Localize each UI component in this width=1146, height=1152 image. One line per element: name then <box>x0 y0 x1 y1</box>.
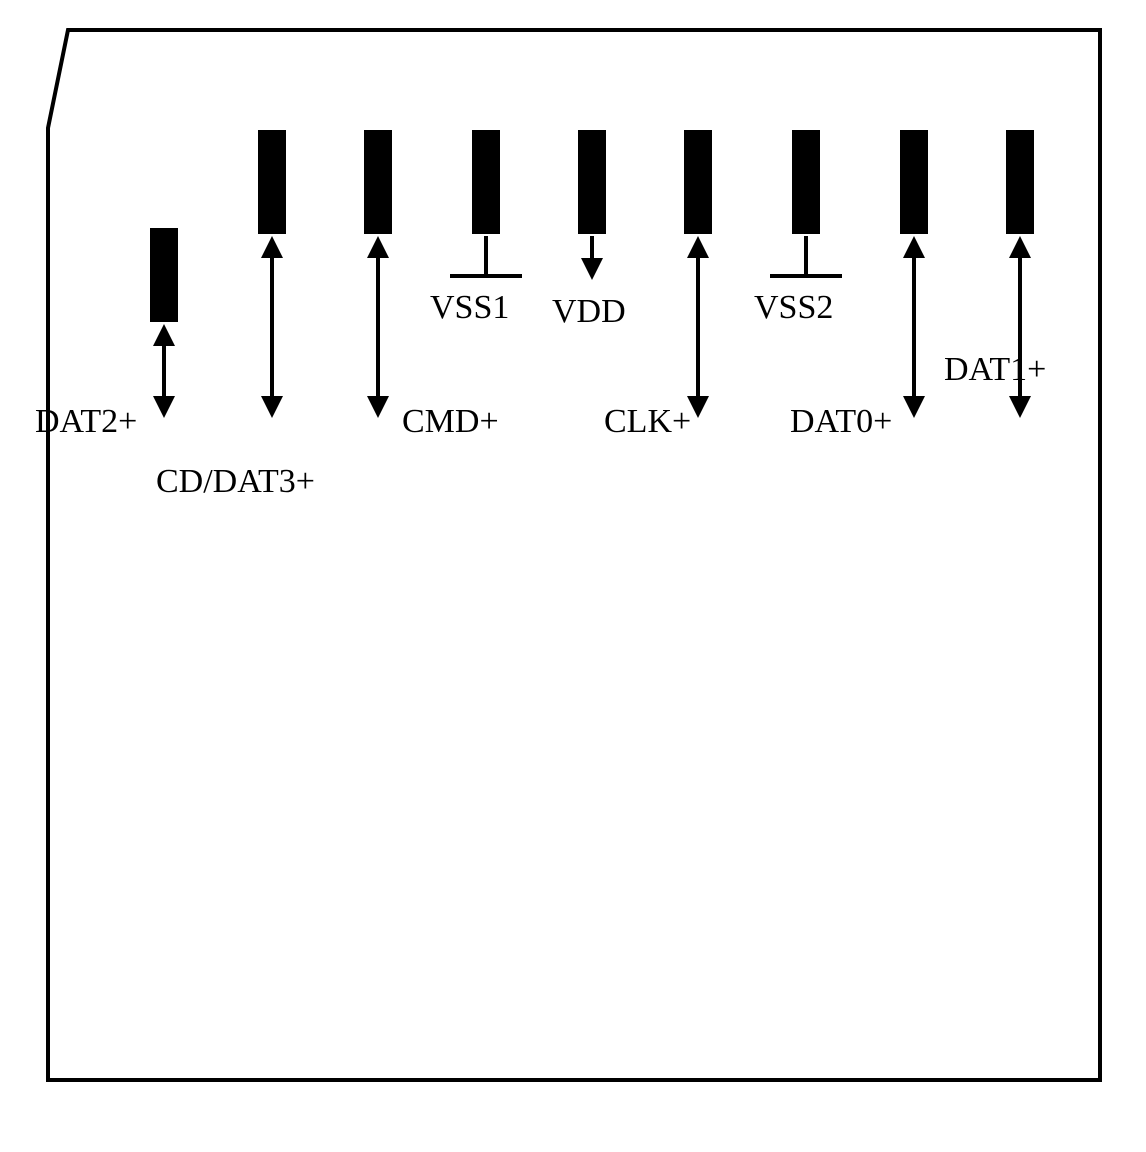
arrow-head-down-vdd <box>581 258 603 280</box>
pin-contact-dat2 <box>150 228 178 322</box>
pin-label-vss1: VSS1 <box>430 289 509 326</box>
arrow-head-up-clk <box>687 236 709 258</box>
pin-contact-clk <box>684 130 712 234</box>
diagram-svg: DAT2+ CD/DAT3+ CMD+ VSS1 VDD CLK+ VSS2 DAT0+ DAT… <box>0 0 1146 1152</box>
arrow-head-down-cd-dat3 <box>261 396 283 418</box>
arrow-head-down-dat0 <box>903 396 925 418</box>
arrow-head-up-dat2 <box>153 324 175 346</box>
sd-card-pinout-diagram: DAT2+ CD/DAT3+ CMD+ VSS1 VDD CLK+ VSS2 DAT0+ DAT… <box>0 0 1146 1152</box>
pin-contact-dat0 <box>900 130 928 234</box>
pin-contact-vss1 <box>472 130 500 234</box>
pin-label-dat1: DAT1+ <box>944 351 1046 388</box>
pin-contact-dat1 <box>1006 130 1034 234</box>
pin-label-dat2: DAT2+ <box>35 403 137 440</box>
arrow-head-up-dat1 <box>1009 236 1031 258</box>
arrow-head-down-cmd <box>367 396 389 418</box>
arrow-head-up-cmd <box>367 236 389 258</box>
pin-label-cmd: CMD+ <box>402 403 499 440</box>
pin-vss1: VSS1 <box>430 130 522 326</box>
pin-clk: CLK+ <box>604 130 712 440</box>
arrow-head-up-cd-dat3 <box>261 236 283 258</box>
arrow-head-up-dat0 <box>903 236 925 258</box>
pin-contact-vss2 <box>792 130 820 234</box>
pin-dat1: DAT1+ <box>944 130 1046 418</box>
pin-label-vss2: VSS2 <box>754 289 833 326</box>
pin-label-clk: CLK+ <box>604 403 691 440</box>
pin-label-cd-dat3: CD/DAT3+ <box>156 463 315 500</box>
arrow-head-down-dat2 <box>153 396 175 418</box>
pin-label-dat0: DAT0+ <box>790 403 892 440</box>
pin-contact-cmd <box>364 130 392 234</box>
pin-dat2: DAT2+ <box>35 228 178 440</box>
card-outline <box>48 30 1100 1080</box>
pin-label-vdd: VDD <box>552 293 626 330</box>
pin-vdd: VDD <box>552 130 626 330</box>
pin-vss2: VSS2 <box>754 130 842 326</box>
pin-contact-vdd <box>578 130 606 234</box>
pin-contact-cd-dat3 <box>258 130 286 234</box>
arrow-head-down-dat1 <box>1009 396 1031 418</box>
pin-cd-dat3: CD/DAT3+ <box>156 130 315 500</box>
